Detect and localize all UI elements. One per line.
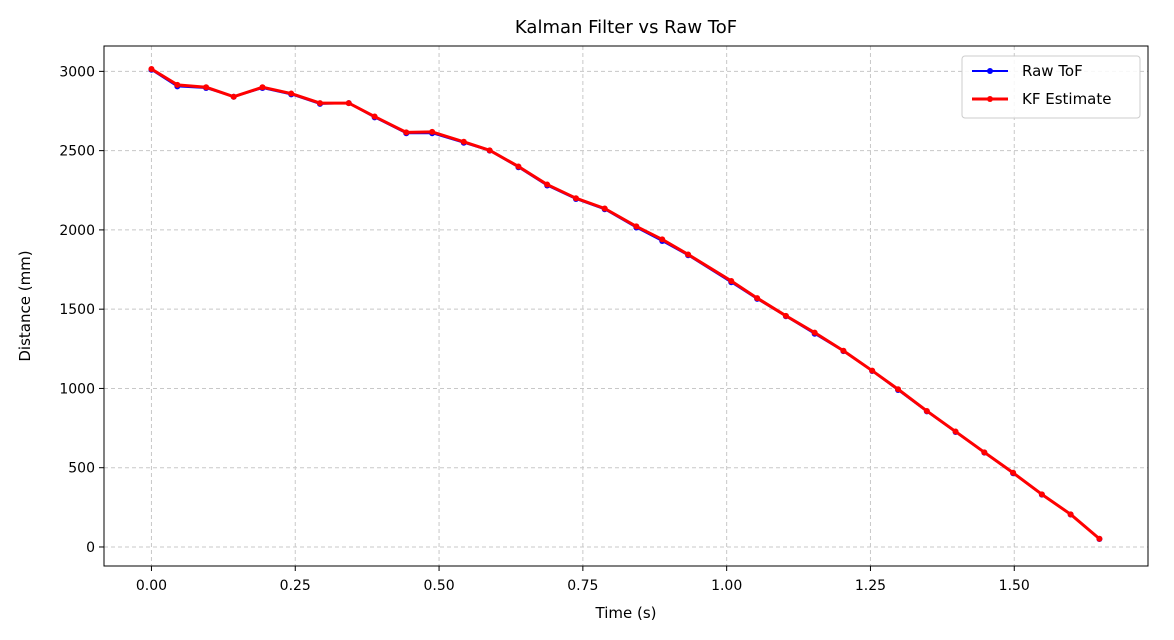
- data-point-kf-estimate: [460, 138, 467, 145]
- y-tick-label: 500: [68, 461, 95, 477]
- data-point-kf-estimate: [1096, 535, 1103, 542]
- legend-marker-kf-estimate: [987, 96, 993, 102]
- legend: Raw ToF KF Estimate: [961, 55, 1141, 119]
- data-point-kf-estimate: [601, 205, 608, 212]
- y-tick-label: 1000: [59, 381, 95, 397]
- legend-label-kf-estimate: KF Estimate: [1022, 90, 1112, 108]
- x-tick-label: 1.50: [999, 578, 1030, 594]
- y-axis-label: Distance (mm): [16, 250, 34, 361]
- data-point-kf-estimate: [981, 449, 988, 456]
- data-point-kf-estimate: [259, 84, 266, 91]
- data-point-kf-estimate: [728, 277, 735, 284]
- data-point-kf-estimate: [952, 428, 959, 435]
- data-point-kf-estimate: [429, 128, 436, 135]
- x-axis-label: Time (s): [595, 604, 657, 622]
- data-point-kf-estimate: [685, 251, 692, 258]
- x-tick-label: 0.50: [423, 578, 454, 594]
- data-point-kf-estimate: [544, 181, 551, 188]
- data-point-kf-estimate: [840, 347, 847, 354]
- data-point-kf-estimate: [1010, 469, 1017, 476]
- data-point-kf-estimate: [869, 367, 876, 374]
- data-point-kf-estimate: [1038, 491, 1045, 498]
- data-point-kf-estimate: [371, 113, 378, 120]
- data-point-kf-estimate: [754, 295, 761, 302]
- data-point-kf-estimate: [1067, 511, 1074, 518]
- data-point-kf-estimate: [174, 81, 181, 88]
- plot-area-frame: [103, 45, 1149, 567]
- y-tick-label: 3000: [59, 64, 95, 80]
- x-tick-label: 0.00: [136, 578, 167, 594]
- data-point-kf-estimate: [811, 329, 818, 336]
- data-point-kf-estimate: [316, 100, 323, 107]
- data-point-kf-estimate: [659, 236, 666, 243]
- data-point-kf-estimate: [403, 129, 410, 136]
- x-tick-label: 1.25: [855, 578, 886, 594]
- x-tick-label: 0.25: [280, 578, 311, 594]
- data-point-kf-estimate: [486, 147, 493, 154]
- data-point-kf-estimate: [572, 195, 579, 202]
- x-tick-label: 0.75: [567, 578, 598, 594]
- y-tick-label: 0: [86, 540, 95, 556]
- data-point-kf-estimate: [633, 223, 640, 230]
- tick-layer: 0.00 0.25 0.50 0.75 1.00 1.25 1.50 0 500 1000 1500…: [59, 64, 1029, 594]
- data-point-kf-estimate: [148, 65, 155, 72]
- data-point-kf-estimate: [895, 386, 902, 393]
- chart-title: Kalman Filter vs Raw ToF: [515, 17, 737, 38]
- y-tick-label: 1500: [59, 302, 95, 318]
- y-tick-label: 2500: [59, 144, 95, 160]
- series-line-kf-estimate: [150, 67, 1101, 540]
- x-tick-label: 1.00: [711, 578, 742, 594]
- data-point-kf-estimate: [230, 93, 237, 100]
- legend-marker-raw-tof: [987, 68, 993, 74]
- data-point-kf-estimate: [923, 407, 930, 414]
- data-point-kf-estimate: [345, 100, 352, 107]
- data-point-kf-estimate: [203, 84, 210, 91]
- data-point-kf-estimate: [288, 90, 295, 97]
- series-layer: [148, 65, 1103, 543]
- legend-label-raw-tof: Raw ToF: [1022, 62, 1083, 80]
- y-tick-label: 2000: [59, 223, 95, 239]
- data-point-kf-estimate: [782, 312, 789, 319]
- data-point-kf-estimate: [515, 163, 522, 170]
